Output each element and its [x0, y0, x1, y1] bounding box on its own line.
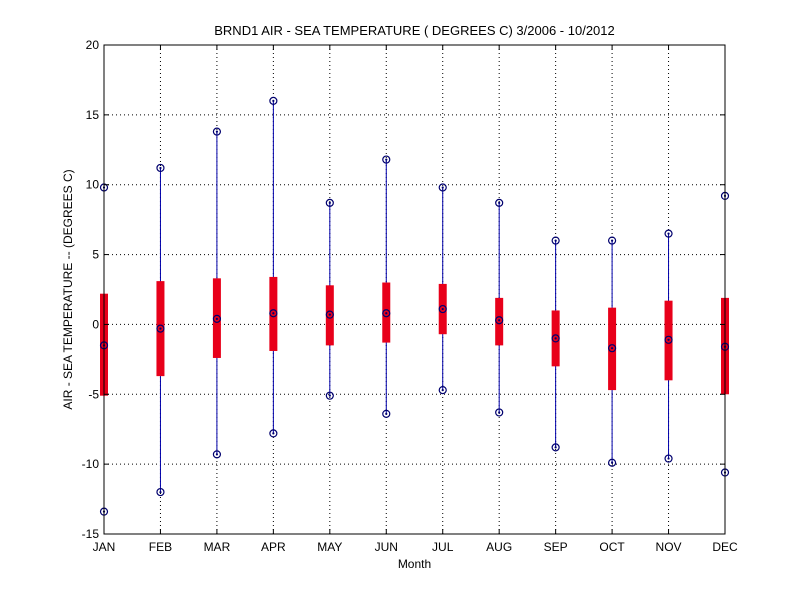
axis-ticks: -15 -10 -5 0 5 10 15 20 JAN FEB MAR APR MAY JUN JUL AUG… — [82, 38, 738, 554]
min-marker-dot — [328, 394, 331, 397]
median-marker — [325, 310, 334, 319]
x-tick-label: JAN — [93, 540, 116, 554]
max-marker-dot — [554, 239, 557, 242]
median-marker — [438, 304, 447, 314]
median-marker-dot — [159, 327, 162, 330]
plot-area — [104, 45, 725, 534]
median-marker — [551, 334, 560, 343]
min-marker-dot — [554, 446, 557, 449]
y-tick-label: 20 — [86, 38, 100, 52]
iqr-box — [495, 297, 504, 346]
max-marker — [551, 236, 560, 245]
plot-frame — [103, 44, 726, 535]
x-tick-label: DEC — [712, 540, 738, 554]
median-marker-dot — [610, 347, 614, 350]
x-tick-label: MAY — [317, 540, 342, 554]
median-marker — [495, 316, 504, 325]
min-marker — [269, 429, 278, 438]
y-tick-label: 15 — [86, 108, 100, 122]
x-axis-title: Month — [398, 557, 431, 571]
box-may — [325, 198, 334, 400]
max-marker-dot — [328, 201, 331, 204]
max-marker — [607, 236, 617, 245]
min-marker-dot — [159, 490, 162, 494]
box-jul — [438, 183, 447, 395]
x-tick-label: JUL — [432, 540, 454, 554]
box-sep — [551, 236, 560, 452]
max-marker-dot — [159, 166, 162, 170]
min-marker — [607, 458, 617, 467]
y-tick-label: -10 — [82, 457, 100, 471]
chart-title: BRND1 AIR - SEA TEMPERATURE ( DEGREES C)… — [214, 23, 615, 38]
median-marker — [382, 309, 391, 318]
min-marker — [325, 391, 334, 400]
x-tick-label: NOV — [656, 540, 682, 554]
median-marker-dot — [215, 317, 219, 320]
x-tick-label: AUG — [486, 540, 512, 554]
max-marker-dot — [667, 232, 670, 235]
y-tick-label: 0 — [92, 317, 99, 331]
median-marker — [607, 344, 617, 353]
min-marker-dot — [441, 388, 444, 392]
max-marker — [269, 96, 278, 105]
min-marker — [438, 385, 447, 395]
x-tick-label: SEP — [544, 540, 568, 554]
min-marker — [156, 487, 165, 497]
min-marker-dot — [610, 461, 614, 464]
min-marker — [382, 409, 391, 418]
min-marker-dot — [498, 411, 501, 414]
median-marker — [156, 324, 165, 333]
min-marker — [551, 443, 560, 452]
x-tick-label: APR — [261, 540, 286, 554]
y-tick-label: -5 — [88, 387, 99, 401]
median-marker — [212, 314, 222, 323]
median-marker-dot — [554, 337, 557, 340]
box-feb — [156, 163, 165, 497]
min-marker-dot — [272, 432, 275, 435]
max-marker-dot — [385, 158, 388, 161]
median-marker-dot — [667, 338, 670, 341]
median-marker-dot — [498, 319, 501, 322]
max-marker — [664, 229, 673, 238]
max-marker-dot — [215, 130, 219, 133]
box-aug — [495, 198, 504, 417]
max-marker-dot — [441, 186, 444, 189]
median-marker — [269, 309, 278, 318]
max-marker-dot — [610, 239, 614, 242]
box-oct — [607, 236, 617, 467]
y-tick-label: 5 — [92, 248, 99, 262]
median-marker-dot — [441, 307, 444, 311]
median-marker — [664, 335, 673, 344]
min-marker-dot — [215, 453, 219, 456]
x-tick-label: FEB — [149, 540, 172, 554]
max-marker — [212, 127, 222, 136]
max-marker-dot — [498, 201, 501, 204]
median-marker-dot — [272, 312, 275, 315]
min-marker — [212, 450, 222, 459]
x-tick-label: MAR — [204, 540, 231, 554]
box-apr — [269, 96, 278, 438]
max-marker — [495, 198, 504, 207]
y-tick-label: -15 — [82, 527, 100, 541]
box-mar — [212, 127, 222, 459]
x-tick-label: JUN — [375, 540, 398, 554]
median-marker-dot — [328, 313, 331, 316]
median-marker-dot — [385, 312, 388, 315]
max-marker — [382, 155, 391, 164]
box-jun — [382, 155, 391, 418]
max-marker — [438, 183, 447, 192]
min-marker-dot — [385, 412, 388, 415]
min-marker — [664, 454, 673, 463]
max-marker — [156, 163, 165, 173]
max-marker-dot — [272, 99, 275, 102]
y-axis-title: AIR - SEA TEMPERATURE -- (DEGREES C) — [61, 169, 75, 409]
box-nov — [664, 229, 673, 463]
max-marker — [325, 198, 334, 207]
min-marker — [495, 408, 504, 417]
min-marker-dot — [667, 457, 670, 460]
x-tick-label: OCT — [599, 540, 625, 554]
y-tick-label: 10 — [86, 178, 100, 192]
